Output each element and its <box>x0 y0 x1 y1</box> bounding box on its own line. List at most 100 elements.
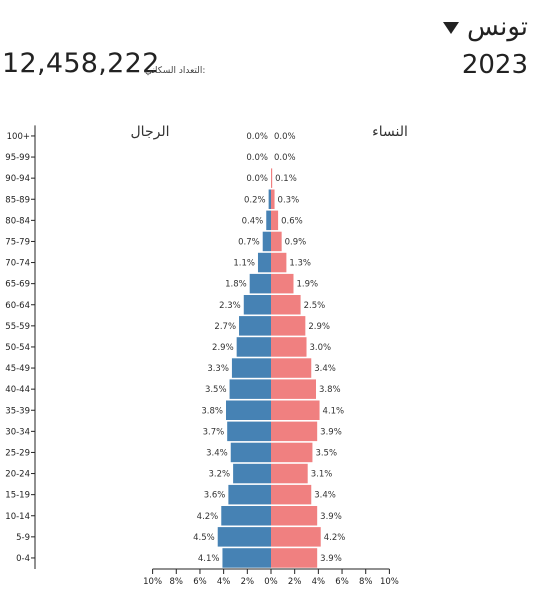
male-value-label: 1.1% <box>233 259 255 269</box>
male-value-label: 2.7% <box>214 322 236 332</box>
country-selector[interactable]: تونس <box>442 12 528 42</box>
x-tick-label: 2% <box>288 577 302 587</box>
male-value-label: 3.2% <box>209 470 231 480</box>
male-value-label: 4.1% <box>198 554 220 564</box>
female-bar-60-64 <box>271 295 301 315</box>
male-bar-75-79 <box>262 231 271 252</box>
age-label: 95-99 <box>5 153 30 163</box>
age-label: 65-69 <box>5 280 30 290</box>
female-bar-90-94 <box>271 168 273 188</box>
male-bar-10-14 <box>221 506 271 526</box>
female-value-label: 0.3% <box>278 195 300 205</box>
age-label: 10-14 <box>5 512 30 522</box>
age-label: 100+ <box>7 132 30 142</box>
x-tick-label: 6% <box>335 577 349 587</box>
female-value-label: 4.2% <box>324 533 346 543</box>
x-tick-label: 10% <box>143 577 162 587</box>
male-bar-0-4 <box>222 548 271 568</box>
female-bar-80-84 <box>271 210 279 231</box>
male-value-label: 2.9% <box>212 343 234 353</box>
age-label: 20-24 <box>5 470 30 480</box>
age-label: 60-64 <box>5 301 30 311</box>
female-value-label: 0.9% <box>285 237 307 247</box>
female-bar-65-69 <box>271 273 294 294</box>
male-bar-15-19 <box>228 484 271 505</box>
male-value-label: 3.7% <box>203 427 225 437</box>
female-bar-10-14 <box>271 506 318 526</box>
female-value-label: 3.0% <box>310 343 332 353</box>
female-bar-40-44 <box>271 379 316 399</box>
country-name: تونس <box>466 12 528 42</box>
female-value-label: 3.1% <box>311 470 333 480</box>
year-label: 2023 <box>461 50 528 80</box>
female-value-label: 3.4% <box>314 364 336 374</box>
x-tick-label: 2% <box>241 577 255 587</box>
male-value-label: 3.6% <box>204 491 226 501</box>
male-value-label: 0.0% <box>246 153 268 163</box>
age-label: 25-29 <box>5 448 30 458</box>
age-label: 55-59 <box>5 322 30 332</box>
male-bar-60-64 <box>243 295 271 315</box>
male-value-label: 0.7% <box>238 237 260 247</box>
male-bar-45-49 <box>231 358 271 378</box>
female-value-label: 3.9% <box>320 427 342 437</box>
x-tick-label: 8% <box>359 577 373 587</box>
male-bar-25-29 <box>230 442 271 463</box>
male-value-label: 3.8% <box>201 406 223 416</box>
female-value-label: 1.3% <box>289 259 311 269</box>
age-label: 0-4 <box>16 554 30 564</box>
male-value-label: 0.2% <box>244 195 266 205</box>
male-bar-55-59 <box>239 316 271 336</box>
female-value-label: 3.5% <box>315 448 337 458</box>
male-value-label: 2.3% <box>219 301 241 311</box>
age-label: 30-34 <box>5 427 30 437</box>
population-value: 12,458,222 <box>2 48 160 79</box>
male-bar-50-54 <box>236 337 271 357</box>
male-value-label: 3.4% <box>206 448 228 458</box>
dropdown-triangle-icon[interactable] <box>442 22 459 34</box>
population-label: التعداد السكاني: <box>145 66 206 76</box>
male-bar-85-89 <box>268 189 271 209</box>
male-value-label: 4.5% <box>193 533 215 543</box>
female-value-label: 2.9% <box>308 322 330 332</box>
male-bar-5-9 <box>217 527 271 547</box>
male-value-label: 4.2% <box>197 512 219 522</box>
female-bar-50-54 <box>271 337 307 357</box>
male-bar-40-44 <box>229 379 271 399</box>
female-bar-55-59 <box>271 316 306 336</box>
female-value-label: 2.5% <box>304 301 326 311</box>
female-bar-30-34 <box>271 421 318 442</box>
female-bar-0-4 <box>271 548 318 568</box>
male-bar-70-74 <box>257 252 271 273</box>
x-tick-label: 4% <box>312 577 326 587</box>
female-value-label: 0.0% <box>274 153 296 163</box>
male-bar-65-69 <box>249 273 271 294</box>
female-bar-75-79 <box>271 231 282 252</box>
female-value-label: 3.9% <box>320 554 342 564</box>
age-label: 90-94 <box>5 174 30 184</box>
male-value-label: 3.3% <box>207 364 229 374</box>
male-bar-30-34 <box>227 421 271 442</box>
female-value-label: 3.9% <box>320 512 342 522</box>
male-value-label: 0.4% <box>242 216 264 226</box>
x-tick-label: 0% <box>264 577 278 587</box>
age-label: 45-49 <box>5 364 30 374</box>
x-tick-label: 8% <box>170 577 184 587</box>
age-label: 85-89 <box>5 195 30 205</box>
female-bar-85-89 <box>271 189 275 209</box>
female-bar-45-49 <box>271 358 312 378</box>
female-bar-25-29 <box>271 442 313 463</box>
male-value-label: 1.8% <box>225 280 247 290</box>
age-label: 15-19 <box>5 491 30 501</box>
age-label: 80-84 <box>5 216 30 226</box>
female-value-label: 0.0% <box>274 132 296 142</box>
age-label: 5-9 <box>16 533 30 543</box>
age-label: 75-79 <box>5 237 30 247</box>
female-bar-35-39 <box>271 400 320 420</box>
male-value-label: 3.5% <box>205 385 227 395</box>
male-bar-20-24 <box>233 463 271 484</box>
x-tick-label: 10% <box>380 577 399 587</box>
male-bar-80-84 <box>266 210 271 231</box>
female-value-label: 3.8% <box>319 385 341 395</box>
